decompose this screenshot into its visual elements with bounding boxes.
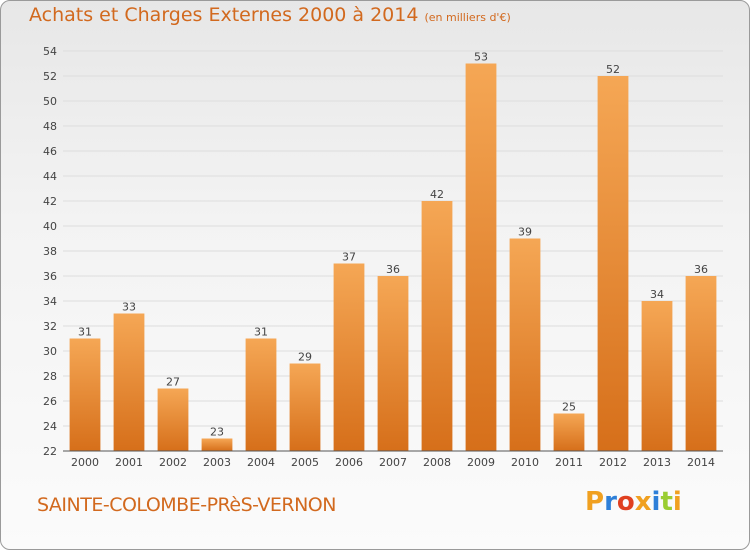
y-tick-label: 34 (43, 295, 57, 308)
logo-letter: r (604, 487, 617, 517)
data-label: 53 (474, 51, 488, 64)
data-label: 52 (606, 63, 620, 76)
y-tick-label: 40 (43, 220, 57, 233)
value-labels: 31 33 27 23 31 29 37 36 42 53 39 25 52 34 36 (78, 51, 708, 439)
x-tick-label: 2005 (291, 456, 319, 469)
bar (685, 276, 717, 451)
chart-subtitle: (en milliers d'€) (424, 11, 511, 24)
chart-title: Achats et Charges Externes 2000 à 2014 (29, 4, 419, 26)
data-label: 29 (298, 351, 312, 364)
y-tick-label: 32 (43, 320, 57, 333)
logo-letter: i (672, 487, 682, 517)
x-tick-label: 2010 (511, 456, 539, 469)
bar (289, 363, 321, 451)
x-tick-label: 2012 (599, 456, 627, 469)
commune-name: SAINTE-COLOMBE-PRèS-VERNON (37, 494, 336, 516)
logo-letter: x (634, 487, 652, 517)
bars (69, 63, 717, 451)
bar (641, 301, 673, 451)
bar (553, 413, 585, 451)
x-tick-label: 2000 (71, 456, 99, 469)
y-tick-label: 38 (43, 245, 57, 258)
y-tick-label: 48 (43, 120, 57, 133)
data-label: 34 (650, 288, 664, 301)
x-tick-label: 2004 (247, 456, 275, 469)
data-label: 33 (122, 301, 136, 314)
bar (509, 238, 541, 451)
logo-letter: i (651, 487, 661, 517)
x-tick-label: 2013 (643, 456, 671, 469)
y-tick-label: 26 (43, 395, 57, 408)
y-tick-label: 36 (43, 270, 57, 283)
x-tick-label: 2002 (159, 456, 187, 469)
y-tick-label: 50 (43, 95, 57, 108)
bar (201, 438, 233, 451)
data-label: 39 (518, 226, 532, 239)
y-tick-label: 24 (43, 420, 57, 433)
bar (69, 338, 101, 451)
bar (113, 313, 145, 451)
data-label: 25 (562, 401, 576, 414)
x-tick-label: 2006 (335, 456, 363, 469)
bar (157, 388, 189, 451)
data-label: 23 (210, 426, 224, 439)
data-label: 42 (430, 188, 444, 201)
y-tick-label: 52 (43, 70, 57, 83)
x-tick-label: 2014 (687, 456, 715, 469)
data-label: 31 (254, 326, 268, 339)
x-axis-ticks: 2000 2001 2002 2003 2004 2005 2006 2007 2008 2009… (71, 456, 715, 469)
y-tick-label: 54 (43, 45, 57, 58)
bar (333, 263, 365, 451)
y-axis-ticks: 22 24 26 28 30 32 34 36 38 40 42 44 46 48 50 52 54 (43, 45, 57, 458)
x-tick-label: 2008 (423, 456, 451, 469)
x-tick-label: 2009 (467, 456, 495, 469)
y-tick-label: 46 (43, 145, 57, 158)
y-tick-label: 28 (43, 370, 57, 383)
chart-title-block: Achats et Charges Externes 2000 à 2014 (e… (29, 4, 511, 26)
data-label: 36 (386, 263, 400, 276)
logo-letter: o (616, 487, 635, 517)
x-tick-label: 2011 (555, 456, 583, 469)
logo-letter: P (585, 487, 605, 517)
bar (245, 338, 277, 451)
proxiti-logo[interactable]: Proxiti (585, 487, 682, 517)
y-tick-label: 42 (43, 195, 57, 208)
data-label: 37 (342, 251, 356, 264)
logo-letter: t (660, 487, 673, 517)
y-tick-label: 44 (43, 170, 57, 183)
data-label: 31 (78, 326, 92, 339)
bar (421, 201, 453, 451)
x-tick-label: 2001 (115, 456, 143, 469)
data-label: 36 (694, 263, 708, 276)
bar (465, 63, 497, 451)
y-tick-label: 22 (43, 445, 57, 458)
bar (597, 76, 629, 451)
x-tick-label: 2003 (203, 456, 231, 469)
data-label: 27 (166, 376, 180, 389)
bar (377, 276, 409, 451)
x-tick-label: 2007 (379, 456, 407, 469)
y-tick-label: 30 (43, 345, 57, 358)
